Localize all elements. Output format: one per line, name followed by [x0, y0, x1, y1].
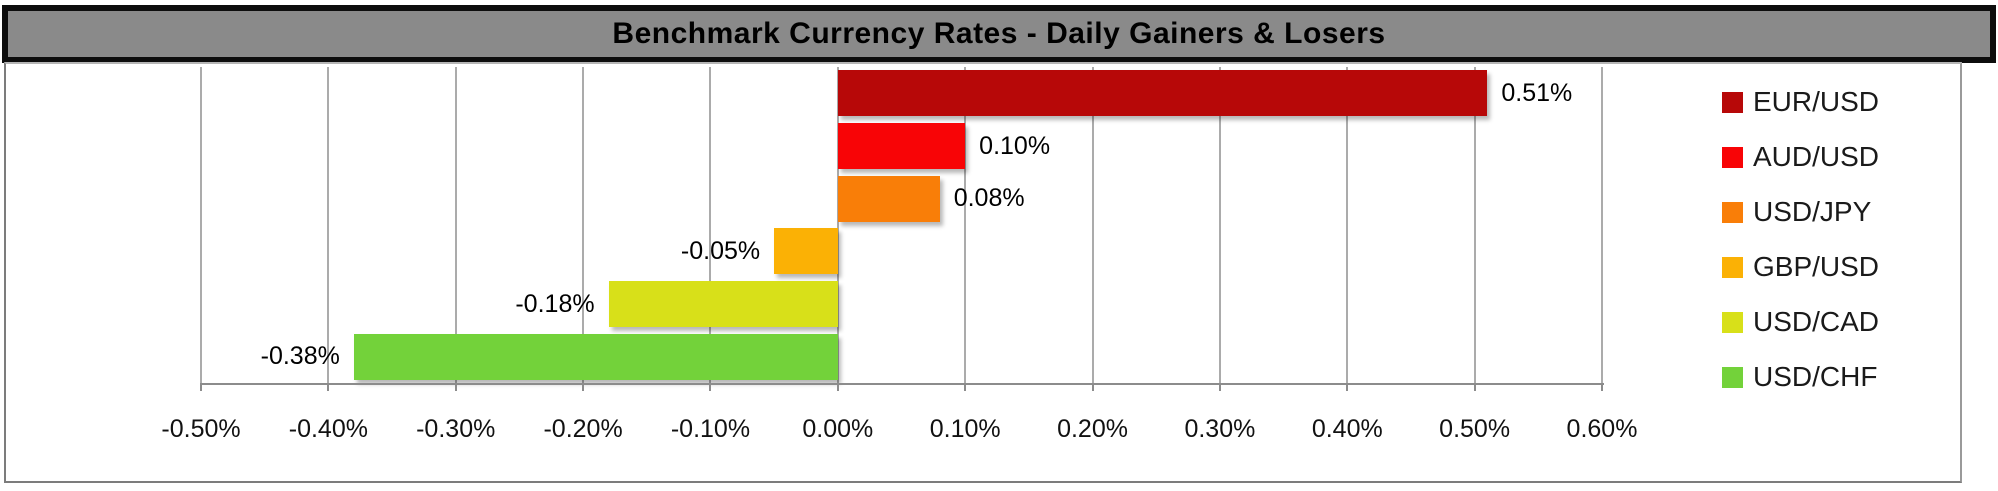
- legend-swatch-aud-usd: [1722, 146, 1743, 168]
- gridline: [582, 67, 585, 383]
- x-axis-tick-label: -0.20%: [543, 415, 623, 443]
- legend-label: GBP/USD: [1753, 251, 1880, 282]
- legend-item-usd-chf: USD/CHF: [1722, 361, 1877, 393]
- legend-item-usd-jpy: USD/JPY: [1722, 196, 1871, 228]
- gridline: [964, 67, 967, 383]
- chart-area: [4, 62, 1962, 483]
- legend-label: USD/CHF: [1753, 361, 1878, 392]
- legend-item-aud-usd: AUD/USD: [1722, 141, 1879, 173]
- x-axis-line: [201, 383, 1604, 385]
- legend-label: EUR/USD: [1753, 86, 1880, 117]
- legend-swatch-usd-cad: [1722, 311, 1743, 333]
- x-axis-tick-label: -0.40%: [288, 415, 368, 443]
- chart-title: Benchmark Currency Rates - Daily Gainers…: [612, 17, 1386, 50]
- bar-value-label-aud-usd: 0.10%: [979, 131, 1051, 160]
- bar-value-label-gbp-usd: -0.05%: [680, 236, 761, 265]
- x-axis-tick-label: 0.50%: [1439, 415, 1511, 443]
- bar-usd-chf: [353, 333, 838, 380]
- gridline: [200, 67, 202, 383]
- x-axis-tick-label: -0.30%: [416, 415, 496, 443]
- bar-gbp-usd: [774, 228, 838, 275]
- gridline: [1218, 67, 1221, 383]
- axis-tick: [1218, 383, 1221, 391]
- bar-usd-jpy: [837, 175, 940, 222]
- axis-tick: [1091, 383, 1094, 391]
- bar-value-label-eur-usd: 0.51%: [1501, 78, 1573, 107]
- legend-swatch-usd-jpy: [1722, 201, 1743, 223]
- axis-tick: [964, 383, 967, 391]
- axis-tick: [1346, 383, 1349, 391]
- x-axis-tick-label: 0.10%: [929, 415, 1001, 443]
- legend-item-usd-cad: USD/CAD: [1722, 306, 1879, 338]
- legend-swatch-eur-usd: [1722, 91, 1743, 113]
- legend-item-gbp-usd: GBP/USD: [1722, 251, 1879, 283]
- gridline: [1601, 67, 1603, 383]
- bar-usd-cad: [608, 281, 838, 327]
- gridline: [327, 67, 330, 383]
- x-axis-tick-label: 0.00%: [802, 415, 874, 443]
- legend-label: USD/JPY: [1753, 196, 1872, 227]
- x-axis-tick-label: 0.60%: [1566, 415, 1638, 443]
- bar-value-label-usd-chf: -0.38%: [260, 342, 340, 371]
- legend-label: USD/CAD: [1753, 306, 1880, 337]
- axis-tick: [836, 383, 839, 391]
- gridline: [836, 67, 839, 383]
- axis-tick: [709, 383, 712, 391]
- chart-title-bar: Benchmark Currency Rates - Daily Gainers…: [2, 5, 1996, 63]
- axis-tick: [327, 383, 330, 391]
- x-axis-tick-label: 0.40%: [1311, 415, 1383, 443]
- x-axis-tick-label: 0.20%: [1057, 415, 1128, 443]
- axis-tick: [454, 383, 457, 391]
- bar-aud-usd: [837, 123, 966, 169]
- legend-item-eur-usd: EUR/USD: [1722, 86, 1879, 118]
- gridline: [454, 67, 457, 383]
- bar-value-label-usd-jpy: 0.08%: [953, 184, 1025, 213]
- x-axis-tick-label: -0.10%: [670, 415, 751, 443]
- legend-swatch-gbp-usd: [1722, 256, 1743, 278]
- axis-tick: [582, 383, 585, 391]
- axis-tick: [1473, 383, 1476, 391]
- gridline: [1473, 67, 1476, 383]
- bar-value-label-usd-cad: -0.18%: [515, 289, 595, 318]
- gridline: [1091, 67, 1094, 383]
- legend-swatch-usd-chf: [1722, 366, 1743, 388]
- gridline: [1346, 67, 1349, 383]
- gridline: [709, 67, 712, 383]
- axis-tick: [1601, 383, 1603, 391]
- legend-label: AUD/USD: [1753, 141, 1880, 172]
- axis-tick: [200, 383, 202, 391]
- bar-eur-usd: [837, 70, 1488, 117]
- x-axis-tick-label: -0.50%: [161, 415, 241, 443]
- x-axis-tick-label: 0.30%: [1184, 415, 1256, 443]
